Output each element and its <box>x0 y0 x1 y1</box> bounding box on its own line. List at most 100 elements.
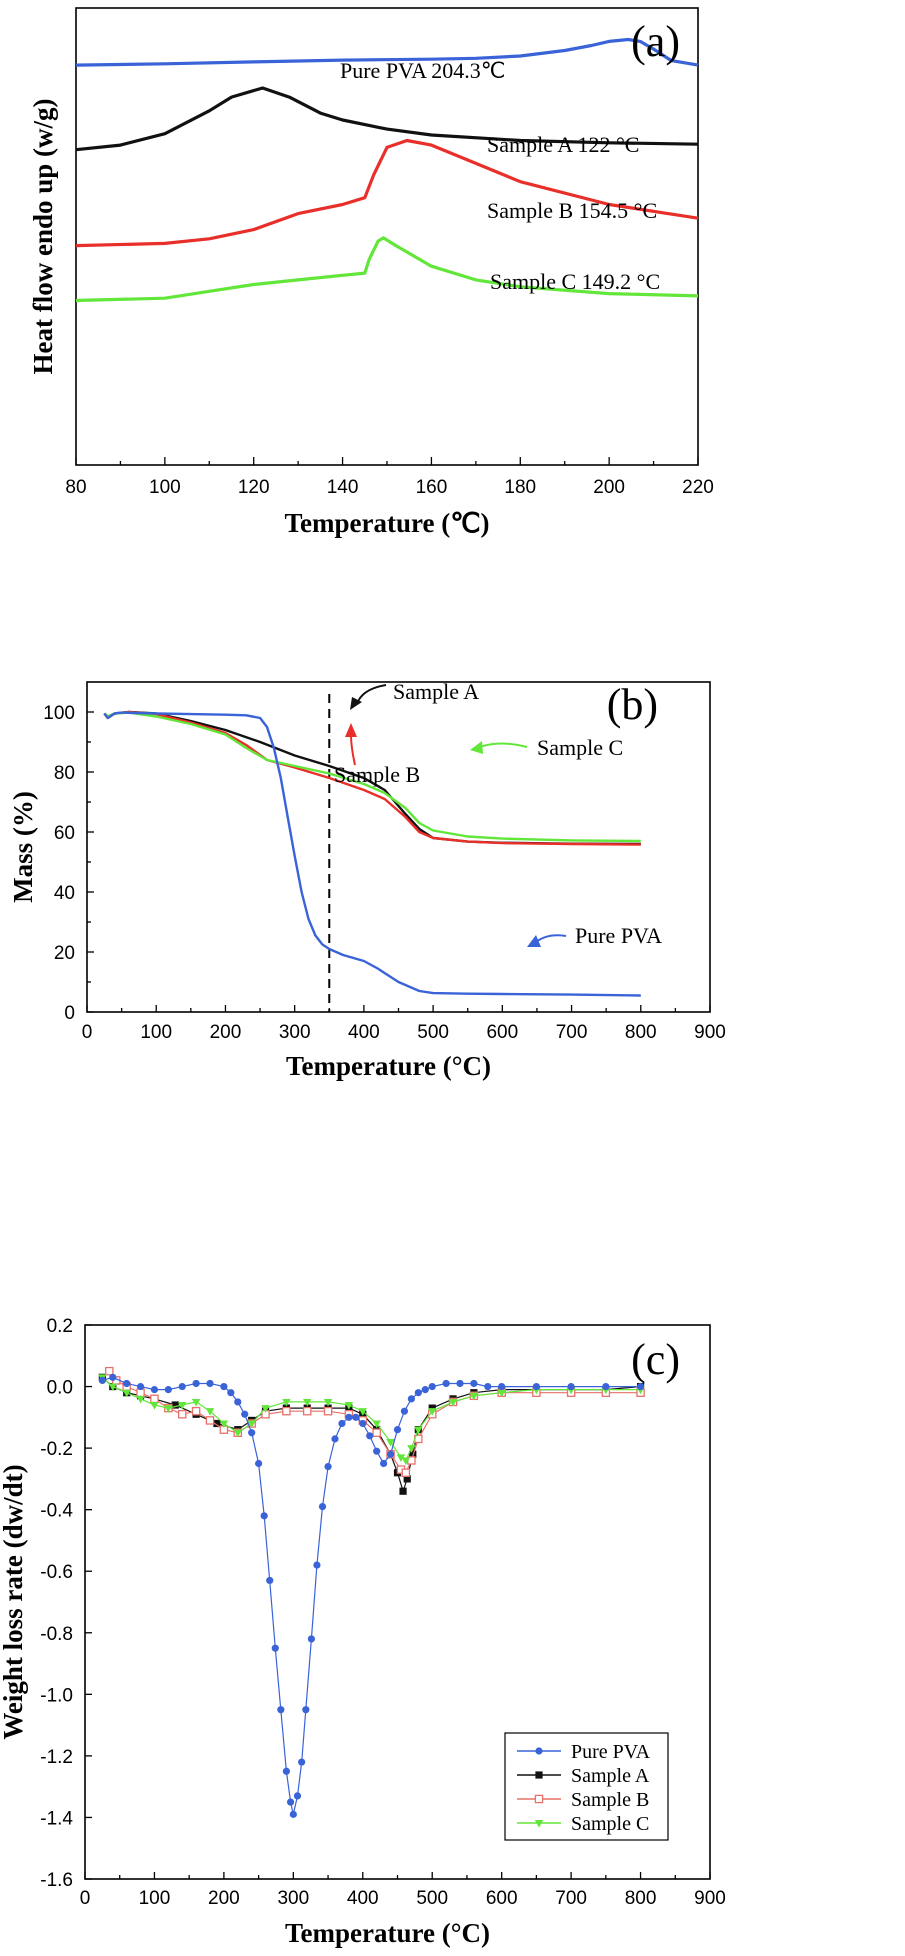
data-point-sample-a <box>403 1475 411 1483</box>
data-point-sample-c <box>108 1383 117 1392</box>
data-point-pure-pva <box>373 1447 381 1455</box>
arrow-pure-pva-head <box>527 935 541 947</box>
data-point-pure-pva <box>136 1382 145 1391</box>
y-axis-title: Mass (%) <box>8 791 38 903</box>
data-point-pure-pva <box>313 1561 321 1569</box>
y-tick-label: 0.0 <box>47 1378 73 1399</box>
series-pure-pva <box>98 1373 645 1818</box>
panel-label: (b) <box>607 680 658 729</box>
arrow-sample-c-head <box>470 741 483 754</box>
data-point-sample-c <box>497 1389 506 1398</box>
x-tick-label: 0 <box>82 1022 93 1043</box>
data-point-pure-pva <box>470 1379 478 1388</box>
data-point-pure-pva <box>602 1382 610 1391</box>
x-tick-label: 0 <box>80 1888 91 1909</box>
data-point-pure-pva <box>428 1382 436 1391</box>
x-tick-label: 200 <box>210 1022 242 1043</box>
arrow-pure-pva <box>527 934 567 947</box>
x-tick-label: 400 <box>347 1888 379 1909</box>
data-point-sample-c <box>469 1392 479 1401</box>
series-annotation: Sample A 122 °C <box>487 132 639 157</box>
data-point-sample-c <box>396 1454 406 1462</box>
data-point-pure-pva <box>206 1379 214 1388</box>
chart-panel-b: 0 100 200 300 400 500 600 700 800 900 0 20 40 60 80 100… <box>8 679 726 1081</box>
data-point-sample-c <box>219 1420 229 1429</box>
data-point-pure-pva <box>421 1386 429 1394</box>
x-tick-label: 300 <box>277 1888 309 1909</box>
y-axis-title: Weight loss rate (dw/dt) <box>0 1464 28 1739</box>
panel-label: (c) <box>631 1335 680 1384</box>
y-tick-label: 0 <box>64 1003 75 1024</box>
arrow-sample-b-head <box>345 723 357 737</box>
y-tick-label: 100 <box>43 703 75 724</box>
data-point-pure-pva <box>277 1706 285 1714</box>
data-point-pure-pva <box>456 1379 464 1388</box>
data-point-sample-b <box>323 1406 333 1416</box>
series-annotation: Pure PVA 204.3℃ <box>340 58 506 83</box>
y-tick-label: -1.6 <box>40 1870 73 1891</box>
annotation-sample-b: Sample B <box>334 762 420 787</box>
data-point-sample-c <box>122 1389 131 1398</box>
data-point-pure-pva <box>260 1512 268 1520</box>
data-point-sample-c <box>386 1438 395 1447</box>
data-point-sample-b <box>302 1406 312 1416</box>
series-sample-c <box>98 1374 645 1466</box>
data-point-pure-pva <box>109 1373 117 1381</box>
x-tick-label: 300 <box>279 1022 311 1043</box>
data-point-pure-pva <box>178 1382 186 1391</box>
data-point-pure-pva <box>150 1386 159 1394</box>
x-axis-title: Temperature (°C) <box>285 1918 490 1948</box>
data-point-pure-pva <box>380 1459 388 1468</box>
data-point-pure-pva <box>567 1382 575 1391</box>
x-tick-label: 200 <box>593 477 625 498</box>
x-tick-label: 160 <box>416 477 448 498</box>
data-point-pure-pva <box>266 1576 274 1585</box>
annotation-sample-c: Sample C <box>537 735 623 760</box>
y-tick-label: 20 <box>54 943 75 964</box>
data-point-sample-c <box>372 1420 381 1429</box>
series-line-sample-a <box>75 86 699 152</box>
x-tick-label: 100 <box>149 477 181 498</box>
data-point-sample-c <box>344 1402 354 1410</box>
y-tick-label: -0.4 <box>40 1501 73 1522</box>
data-point-sample-b <box>150 1394 159 1404</box>
arrow-sample-c-shaft <box>479 742 528 748</box>
x-tick-label: 600 <box>486 1888 518 1909</box>
data-point-sample-c <box>407 1445 416 1453</box>
data-point-pure-pva <box>286 1798 295 1806</box>
data-point-sample-a <box>399 1487 407 1495</box>
data-point-pure-pva <box>498 1382 506 1391</box>
x-tick-label: 800 <box>625 1022 657 1043</box>
data-point-sample-b <box>401 1468 411 1477</box>
x-tick-label: 700 <box>555 1888 587 1909</box>
x-tick-label: 220 <box>682 477 714 498</box>
data-point-pure-pva <box>255 1459 263 1468</box>
series-line-pure-pva <box>103 711 641 997</box>
data-point-pure-pva <box>393 1426 402 1434</box>
data-point-sample-c <box>205 1408 215 1416</box>
data-point-pure-pva <box>271 1644 279 1652</box>
data-point-sample-b <box>177 1410 187 1419</box>
data-point-sample-a <box>213 1419 221 1428</box>
plot-frame <box>86 681 711 1013</box>
data-point-pure-pva <box>324 1462 332 1471</box>
data-point-sample-b <box>136 1388 145 1397</box>
x-tick-label: 500 <box>417 1022 449 1043</box>
x-tick-label: 900 <box>694 1022 726 1043</box>
x-tick-label: 700 <box>556 1022 588 1043</box>
arrow-sample-b <box>345 723 357 766</box>
data-point-pure-pva <box>307 1635 315 1643</box>
series-line-sample-b <box>75 138 699 248</box>
annotation-sample-a: Sample A <box>393 679 479 704</box>
legend-label-sample-a: Sample A <box>571 1765 650 1787</box>
arrow-sample-a-shaft <box>356 684 387 705</box>
series-line-sample-c <box>75 236 699 303</box>
data-point-sample-c <box>191 1398 201 1407</box>
data-point-sample-b <box>282 1406 291 1416</box>
data-point-pure-pva <box>484 1382 492 1391</box>
data-point-pure-pva <box>345 1413 353 1421</box>
data-point-pure-pva <box>359 1419 367 1428</box>
data-point-pure-pva <box>414 1389 422 1397</box>
data-point-sample-c <box>261 1405 270 1413</box>
y-tick-label: -0.6 <box>40 1562 73 1583</box>
